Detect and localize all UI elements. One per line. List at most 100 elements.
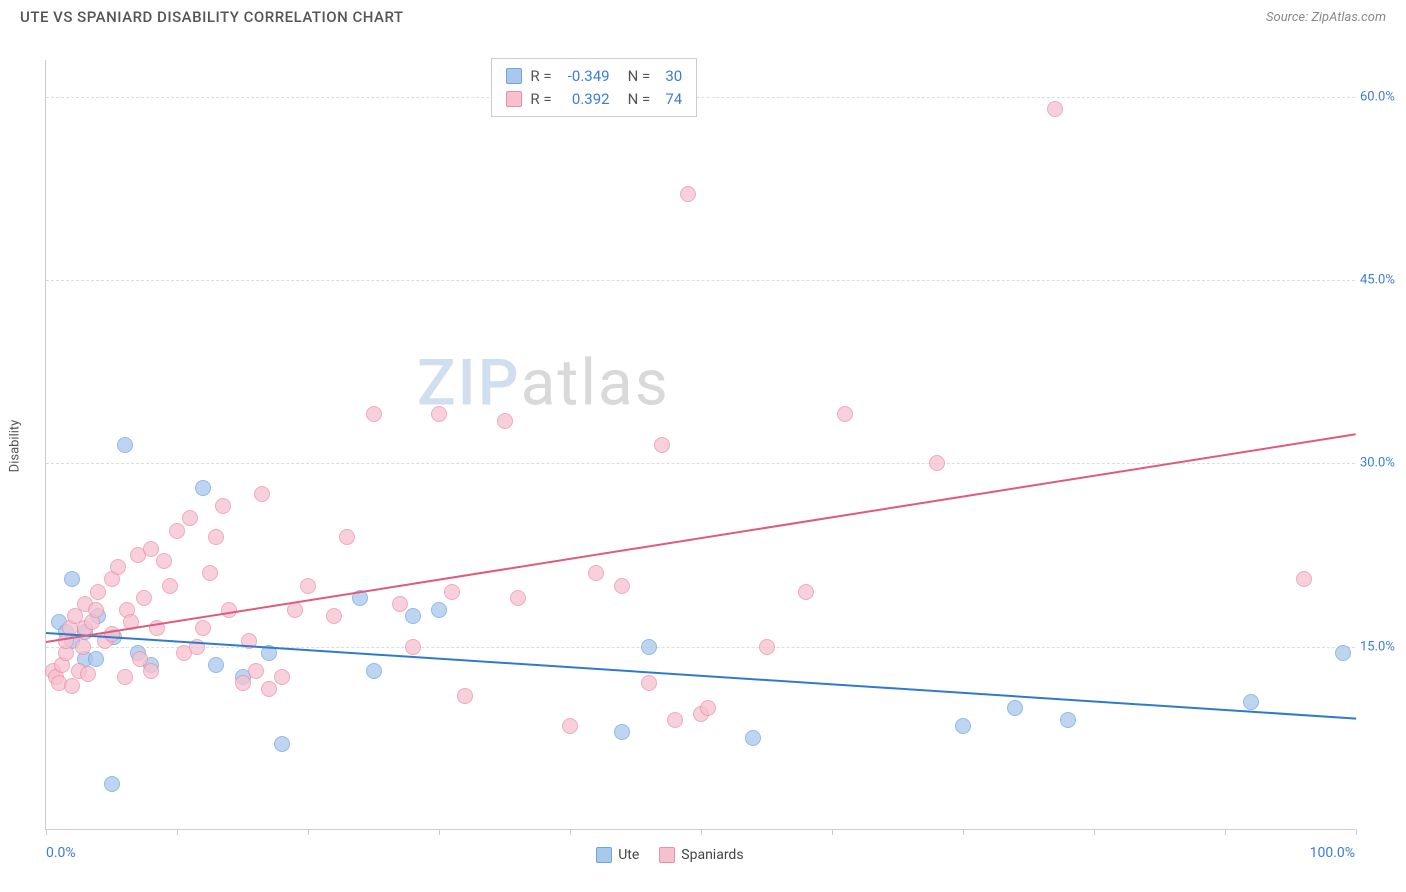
x-tick bbox=[570, 829, 571, 835]
stats-r-value: -0.349 bbox=[560, 65, 610, 88]
stats-n-label: N = bbox=[628, 88, 651, 111]
stats-row: R =0.392N =74 bbox=[506, 88, 682, 111]
stats-r-label: R = bbox=[530, 88, 551, 111]
legend-item: Ute bbox=[596, 847, 639, 863]
watermark: ZIPatlas bbox=[417, 345, 670, 420]
scatter-point bbox=[208, 529, 224, 545]
scatter-point bbox=[195, 620, 211, 636]
scatter-point bbox=[117, 669, 133, 685]
x-tick bbox=[177, 829, 178, 835]
scatter-point bbox=[562, 718, 578, 734]
scatter-point bbox=[700, 700, 716, 716]
scatter-point bbox=[366, 663, 382, 679]
scatter-point bbox=[117, 437, 133, 453]
legend-swatch bbox=[596, 847, 612, 863]
y-tick-label: 60.0% bbox=[1360, 89, 1405, 104]
scatter-point bbox=[88, 651, 104, 667]
scatter-point bbox=[202, 565, 218, 581]
scatter-point bbox=[457, 688, 473, 704]
source-prefix: Source: bbox=[1266, 10, 1311, 25]
x-tick bbox=[1225, 829, 1226, 835]
scatter-point bbox=[339, 529, 355, 545]
scatter-point bbox=[588, 565, 604, 581]
scatter-point bbox=[235, 675, 251, 691]
scatter-point bbox=[759, 639, 775, 655]
scatter-point bbox=[444, 584, 460, 600]
x-axis-min-label: 0.0% bbox=[46, 845, 76, 861]
series-swatch bbox=[506, 91, 522, 107]
scatter-point bbox=[614, 724, 630, 740]
scatter-chart: ZIPatlas 15.0%30.0%45.0%60.0%0.0%100.0%R… bbox=[45, 60, 1355, 830]
scatter-point bbox=[654, 437, 670, 453]
scatter-point bbox=[510, 590, 526, 606]
y-axis-title: Disability bbox=[8, 420, 23, 473]
x-tick bbox=[832, 829, 833, 835]
scatter-point bbox=[195, 480, 211, 496]
scatter-point bbox=[300, 578, 316, 594]
scatter-point bbox=[641, 639, 657, 655]
x-tick bbox=[1356, 829, 1357, 835]
scatter-point bbox=[392, 596, 408, 612]
y-tick-label: 45.0% bbox=[1360, 273, 1405, 288]
x-tick bbox=[701, 829, 702, 835]
grid-line bbox=[46, 97, 1355, 98]
y-tick-label: 15.0% bbox=[1360, 639, 1405, 654]
scatter-point bbox=[64, 678, 80, 694]
scatter-point bbox=[75, 639, 91, 655]
x-tick bbox=[963, 829, 964, 835]
scatter-point bbox=[1296, 571, 1312, 587]
stats-n-value: 30 bbox=[658, 65, 682, 88]
scatter-point bbox=[745, 730, 761, 746]
scatter-point bbox=[837, 406, 853, 422]
scatter-point bbox=[169, 523, 185, 539]
scatter-point bbox=[1047, 101, 1063, 117]
scatter-point bbox=[929, 455, 945, 471]
grid-line bbox=[46, 280, 1355, 281]
stats-r-label: R = bbox=[530, 65, 551, 88]
scatter-point bbox=[143, 541, 159, 557]
scatter-point bbox=[248, 663, 264, 679]
scatter-point bbox=[955, 718, 971, 734]
scatter-point bbox=[1060, 712, 1076, 728]
y-tick-label: 30.0% bbox=[1360, 456, 1405, 471]
header-bar: UTE VS SPANIARD DISABILITY CORRELATION C… bbox=[0, 0, 1406, 28]
chart-title: UTE VS SPANIARD DISABILITY CORRELATION C… bbox=[20, 8, 404, 26]
scatter-point bbox=[80, 666, 96, 682]
scatter-point bbox=[798, 584, 814, 600]
scatter-point bbox=[405, 608, 421, 624]
x-tick bbox=[1094, 829, 1095, 835]
scatter-point bbox=[156, 553, 172, 569]
scatter-point bbox=[110, 559, 126, 575]
scatter-point bbox=[326, 608, 342, 624]
stats-n-label: N = bbox=[628, 65, 651, 88]
legend-swatch bbox=[659, 847, 675, 863]
scatter-point bbox=[261, 681, 277, 697]
legend-label: Ute bbox=[618, 847, 639, 863]
source-credit: Source: ZipAtlas.com bbox=[1266, 10, 1386, 25]
scatter-point bbox=[431, 602, 447, 618]
scatter-point bbox=[614, 578, 630, 594]
scatter-point bbox=[215, 498, 231, 514]
scatter-point bbox=[1007, 700, 1023, 716]
stats-row: R = -0.349 N = 30 bbox=[506, 65, 682, 88]
scatter-point bbox=[1335, 645, 1351, 661]
scatter-point bbox=[88, 602, 104, 618]
scatter-point bbox=[667, 712, 683, 728]
scatter-point bbox=[405, 639, 421, 655]
watermark-atlas: atlas bbox=[521, 345, 670, 420]
scatter-point bbox=[162, 578, 178, 594]
scatter-point bbox=[680, 186, 696, 202]
scatter-point bbox=[182, 510, 198, 526]
scatter-point bbox=[431, 406, 447, 422]
legend-item: Spaniards bbox=[659, 847, 743, 863]
scatter-point bbox=[254, 486, 270, 502]
scatter-point bbox=[208, 657, 224, 673]
source-name: ZipAtlas.com bbox=[1311, 10, 1386, 25]
scatter-point bbox=[64, 571, 80, 587]
scatter-point bbox=[274, 736, 290, 752]
x-tick bbox=[308, 829, 309, 835]
scatter-point bbox=[136, 590, 152, 606]
x-axis-max-label: 100.0% bbox=[1310, 845, 1355, 861]
legend-label: Spaniards bbox=[681, 847, 743, 863]
x-tick bbox=[439, 829, 440, 835]
